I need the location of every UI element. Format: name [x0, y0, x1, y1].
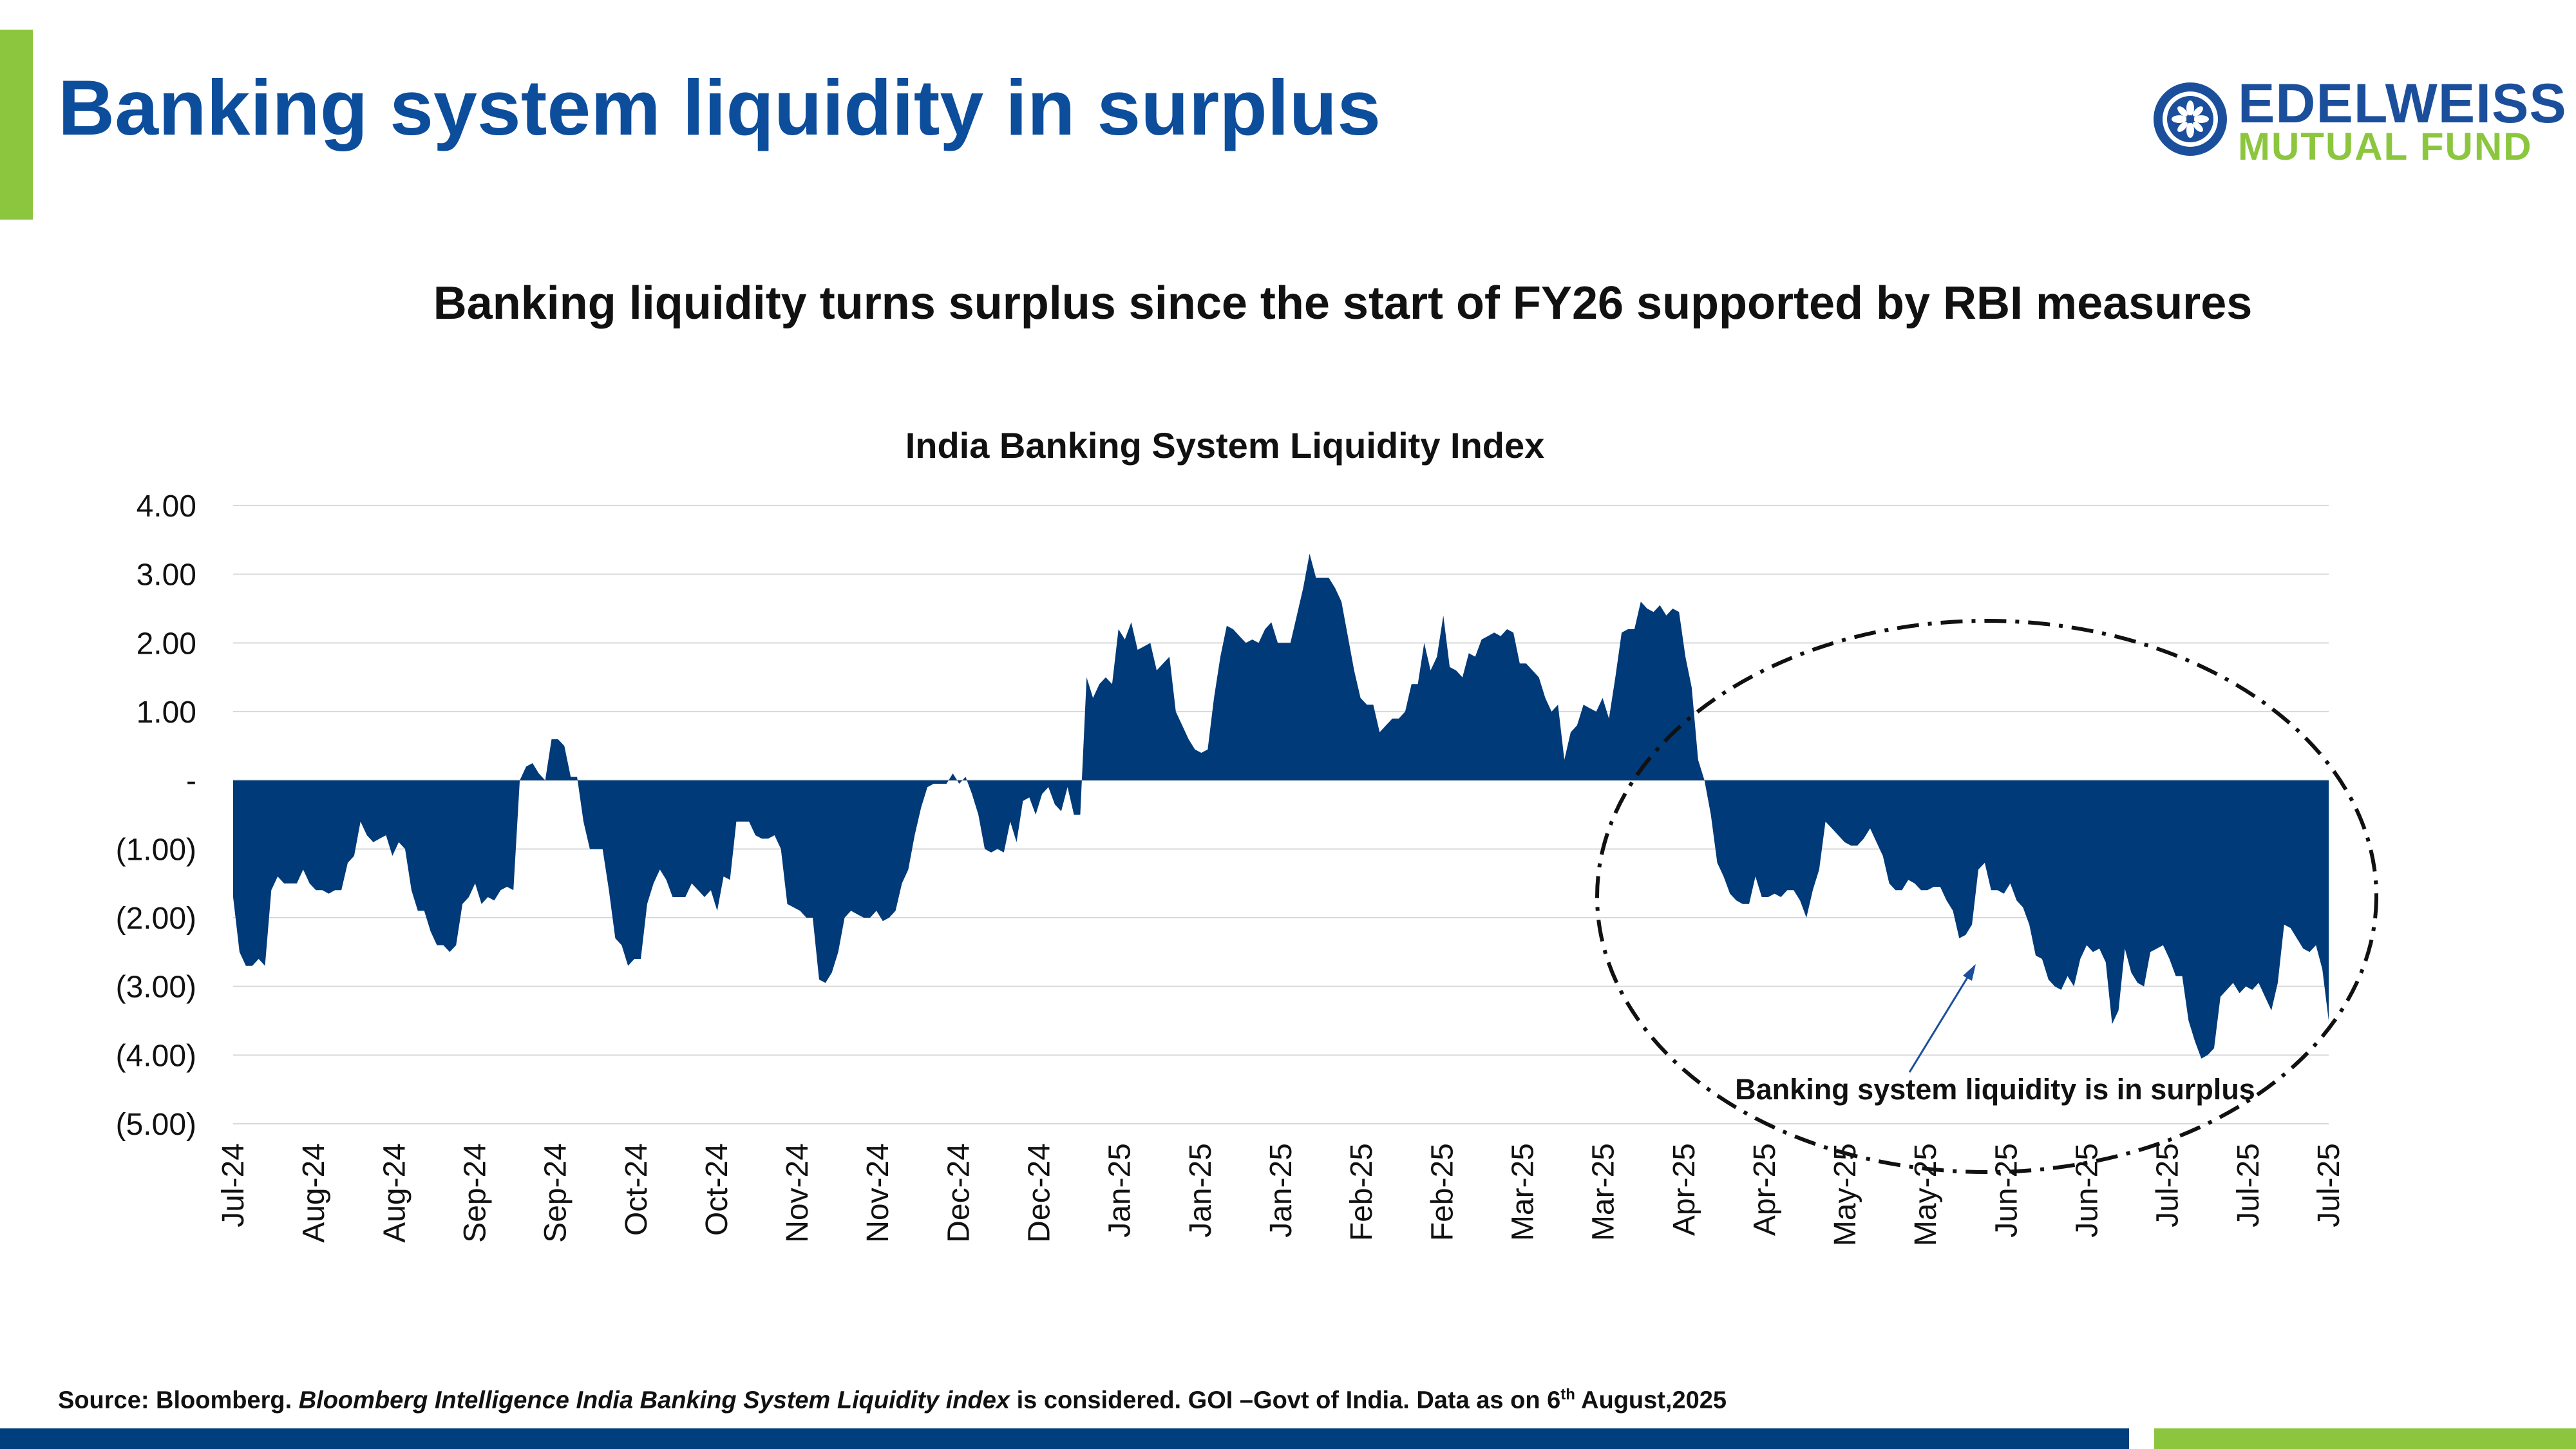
x-tick-label: Mar-25 [1506, 1143, 1540, 1241]
annotation-arrow-line [1908, 965, 1976, 1073]
x-tick-label: Sep-24 [539, 1143, 573, 1243]
y-tick-label: (1.00) [116, 833, 196, 867]
x-tick-label: Jan-25 [1184, 1143, 1218, 1238]
x-tick-label: Sep-24 [458, 1143, 492, 1243]
x-tick-label: Jul-25 [2312, 1143, 2346, 1227]
x-tick-label: Dec-24 [942, 1143, 976, 1243]
chart-subtitle: Banking liquidity turns surplus since th… [433, 278, 2253, 329]
y-tick-label: 1.00 [137, 696, 196, 730]
y-tick-label: 2.00 [137, 627, 196, 661]
y-axis-ticks: 4.00 3.00 2.00 1.00 - (1.00) (2.00) (3.00) (4.00… [116, 489, 196, 1142]
y-tick-label: (4.00) [116, 1039, 196, 1073]
footer-bar-green [2154, 1428, 2576, 1449]
logo-subtext: MUTUAL FUND [2238, 125, 2533, 168]
y-tick-label: 3.00 [137, 558, 196, 592]
x-tick-label: Jul-24 [216, 1143, 251, 1227]
source-date: August,2025 [1575, 1387, 1727, 1414]
y-tick-label: (5.00) [116, 1108, 196, 1142]
source-sup: th [1560, 1386, 1575, 1403]
x-tick-label: Nov-24 [781, 1143, 815, 1243]
surplus-ellipse [1595, 619, 2378, 1174]
annotation-text: Banking system liquidity is in surplus [1735, 1073, 2255, 1106]
edelweiss-flower-icon [2154, 82, 2227, 156]
x-tick-label: Nov-24 [861, 1143, 895, 1243]
x-tick-label: Oct-24 [620, 1143, 654, 1236]
x-tick-label: Aug-24 [297, 1143, 331, 1243]
page-title: Banking system liquidity in surplus [58, 64, 1381, 151]
source-note: Source: Bloomberg. Bloomberg Intelligenc… [58, 1386, 1727, 1415]
x-tick-label: Jun-25 [2070, 1143, 2105, 1238]
series-area [233, 553, 2329, 1059]
x-tick-label: May-25 [1909, 1143, 1943, 1246]
y-tick-label: - [186, 764, 196, 799]
x-tick-label: Oct-24 [700, 1143, 734, 1236]
x-tick-label: Jun-25 [1989, 1143, 2023, 1238]
x-tick-label: Jul-25 [2231, 1143, 2266, 1227]
chart-title: India Banking System Liquidity Index [905, 425, 1545, 466]
x-tick-label: May-25 [1828, 1143, 1862, 1246]
footer-bar-blue [0, 1428, 2129, 1449]
edelweiss-logo: EDELWEISS MUTUAL FUND [2148, 76, 2566, 168]
logo-wordmark: EDELWEISS [2238, 73, 2567, 135]
x-axis-ticks: Jul-24 Aug-24 Aug-24 Sep-24 Sep-24 Oct-24 Oct-… [216, 1143, 2346, 1246]
y-tick-label: (3.00) [116, 971, 196, 1005]
x-tick-label: Feb-25 [1345, 1143, 1379, 1241]
annotation-arrowhead [1963, 964, 1976, 981]
x-tick-label: Jan-25 [1103, 1143, 1137, 1238]
source-middle: is considered. GOI –Govt of India. Data … [1010, 1387, 1561, 1414]
x-tick-label: Aug-24 [377, 1143, 412, 1243]
y-tick-label: (2.00) [116, 902, 196, 936]
y-tick-label: 4.00 [137, 489, 196, 524]
x-tick-label: Jul-25 [2151, 1143, 2185, 1227]
title-accent-bar [0, 30, 33, 220]
x-tick-label: Apr-25 [1748, 1143, 1782, 1236]
source-index-name: Bloomberg Intelligence India Banking Sys… [298, 1387, 1010, 1414]
x-tick-label: Apr-25 [1667, 1143, 1701, 1236]
x-tick-label: Mar-25 [1587, 1143, 1621, 1241]
x-tick-label: Feb-25 [1425, 1143, 1459, 1241]
x-tick-label: Jan-25 [1264, 1143, 1298, 1238]
surplus-highlight: Banking system liquidity is in surplus [1595, 619, 2378, 1174]
x-tick-label: Dec-24 [1023, 1143, 1057, 1243]
liquidity-chart: India Banking System Liquidity Index 4.0… [116, 425, 2378, 1246]
liquidity-area [233, 553, 2329, 1059]
source-prefix: Source: Bloomberg. [58, 1387, 299, 1414]
